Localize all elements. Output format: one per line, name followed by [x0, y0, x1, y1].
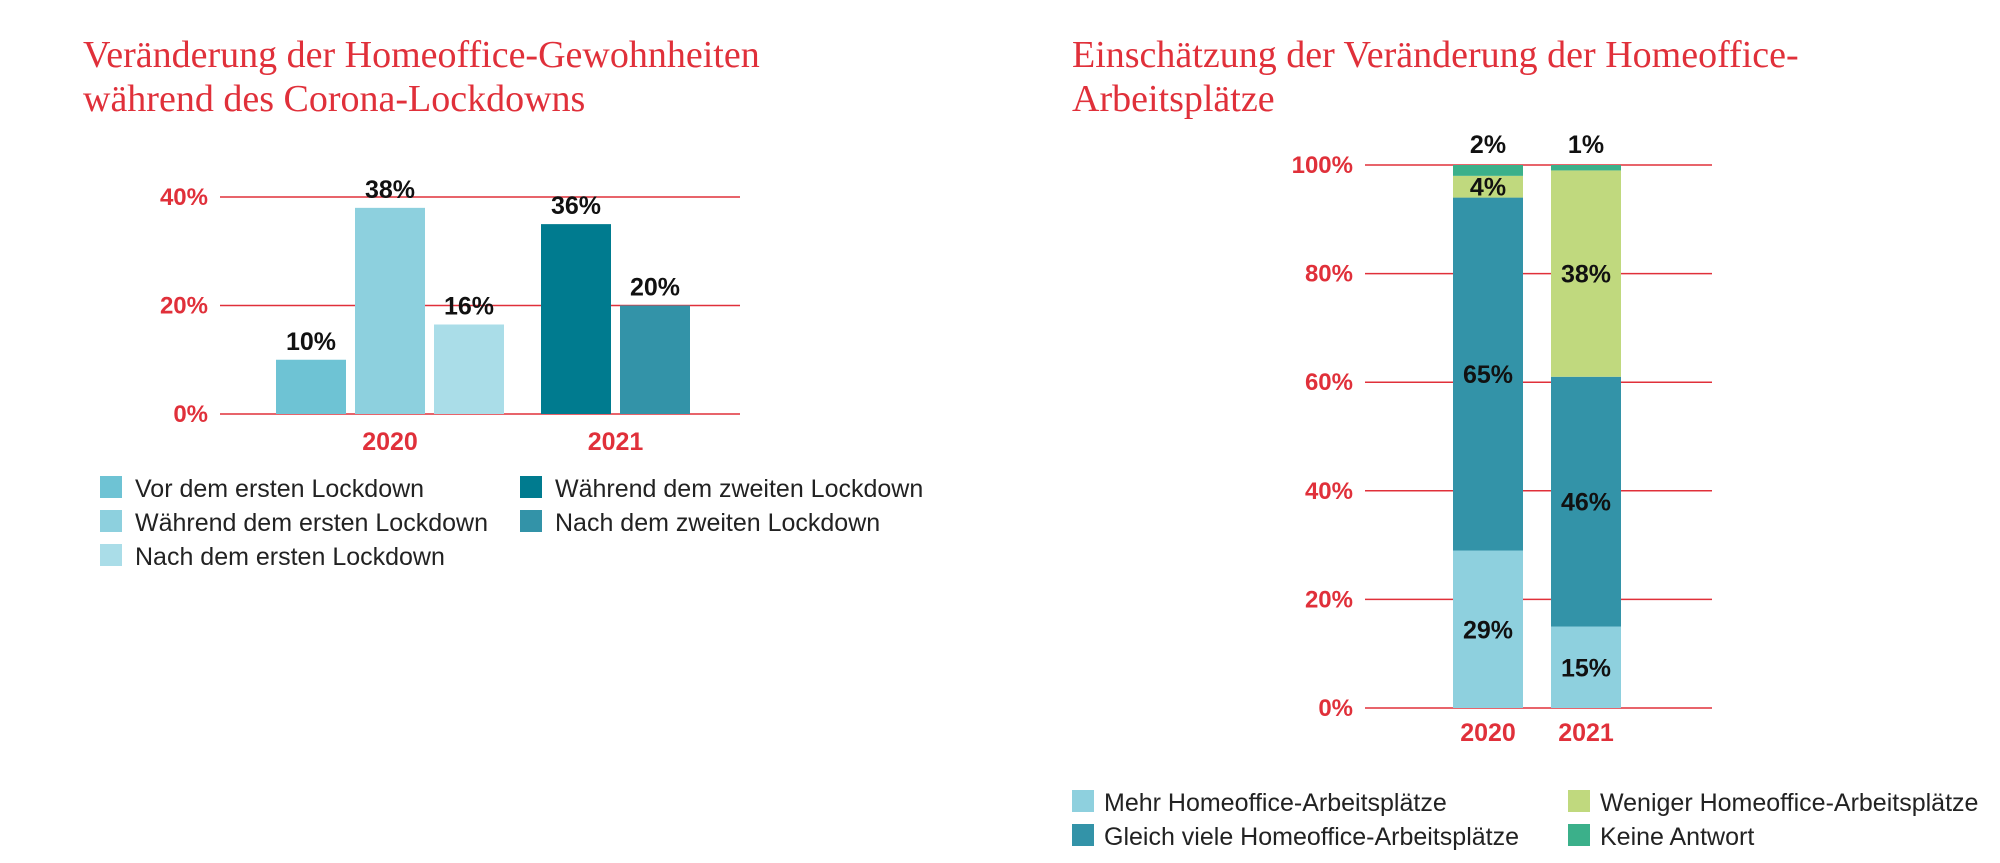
chart2-title-line: Einschätzung der Veränderung der Homeoff… [1072, 34, 1799, 76]
chart2-legend-swatch [1072, 824, 1094, 846]
chart1-legend-swatch [100, 476, 122, 498]
chart2-segment-label: 1% [1568, 131, 1604, 159]
chart1-bar [541, 224, 611, 414]
chart2-bar-segment [1551, 626, 1621, 708]
chart2-x-tick-label: 2020 [1460, 719, 1516, 747]
chart2-bar-segment [1551, 165, 1621, 171]
chart2-bar-segment [1453, 175, 1523, 198]
chart2-y-tick-label: 80% [1305, 261, 1353, 288]
chart2-y-tick-label: 100% [1292, 152, 1353, 179]
chart2-segment-label: 2% [1470, 131, 1506, 159]
chart2-legend-swatch [1568, 790, 1590, 812]
chart1-bar-label: 36% [551, 192, 601, 220]
chart1-bar [276, 359, 346, 414]
chart1-x-tick-label: 2021 [588, 428, 644, 456]
chart2-y-tick-label: 40% [1305, 478, 1353, 505]
chart1-bar [355, 207, 425, 414]
chart2-bar-segment [1453, 550, 1523, 708]
chart1-legend-swatch [520, 510, 542, 532]
chart2-segment-label: 65% [1463, 361, 1513, 389]
chart1-legend-swatch [520, 476, 542, 498]
chart1-x-tick-label: 2020 [362, 428, 418, 456]
chart1-legend-label: Während dem ersten Lockdown [135, 509, 488, 537]
chart2-title-line: Arbeitsplätze [1072, 78, 1275, 120]
chart1-bar-label: 20% [630, 274, 680, 302]
chart2-legend-label: Gleich viele Homeoffice-Arbeitsplätze [1104, 823, 1519, 851]
chart1-y-tick-label: 40% [160, 184, 208, 211]
chart2-bar-segment [1453, 165, 1523, 176]
chart2-segment-label: 29% [1463, 616, 1513, 644]
chart2-segment-label: 46% [1561, 489, 1611, 517]
chart2-legend-label: Weniger Homeoffice-Arbeitsplätze [1600, 789, 1978, 817]
chart2-bar-segment [1453, 197, 1523, 551]
chart2-legend-label: Mehr Homeoffice-Arbeitsplätze [1104, 789, 1447, 817]
chart2-legend-label: Keine Antwort [1600, 823, 1754, 851]
chart1-legend-swatch [100, 510, 122, 532]
chart1-title-line: Veränderung der Homeoffice-Gewohnheiten [83, 34, 760, 76]
chart1-bar-label: 38% [365, 176, 415, 204]
chart1-legend-label: Nach dem ersten Lockdown [135, 543, 445, 571]
chart1-y-tick-label: 0% [173, 401, 208, 428]
chart2-segment-label: 15% [1561, 654, 1611, 682]
chart1-bar [620, 305, 690, 414]
chart1-legend-label: Während dem zweiten Lockdown [555, 475, 923, 503]
chart2-y-tick-label: 0% [1318, 695, 1353, 722]
chart2-bar-segment [1551, 376, 1621, 627]
chart1-bar [434, 324, 504, 414]
chart1-legend-label: Vor dem ersten Lockdown [135, 475, 424, 503]
chart2-segment-label: 4% [1470, 174, 1506, 202]
chart2-y-tick-label: 60% [1305, 369, 1353, 396]
chart1-legend-label: Nach dem zweiten Lockdown [555, 509, 880, 537]
chart2-legend-swatch [1568, 824, 1590, 846]
chart1-bar-label: 16% [444, 292, 494, 320]
chart1-title-line: während des Corona-Lockdowns [83, 78, 585, 120]
chart2-x-tick-label: 2021 [1558, 719, 1614, 747]
chart1-bar-label: 10% [286, 328, 336, 356]
chart1-y-tick-label: 20% [160, 293, 208, 320]
chart2-y-tick-label: 20% [1305, 586, 1353, 613]
chart2-bar-segment [1551, 170, 1621, 377]
chart1-legend-swatch [100, 544, 122, 566]
chart2-segment-label: 38% [1561, 261, 1611, 289]
chart2-legend-swatch [1072, 790, 1094, 812]
